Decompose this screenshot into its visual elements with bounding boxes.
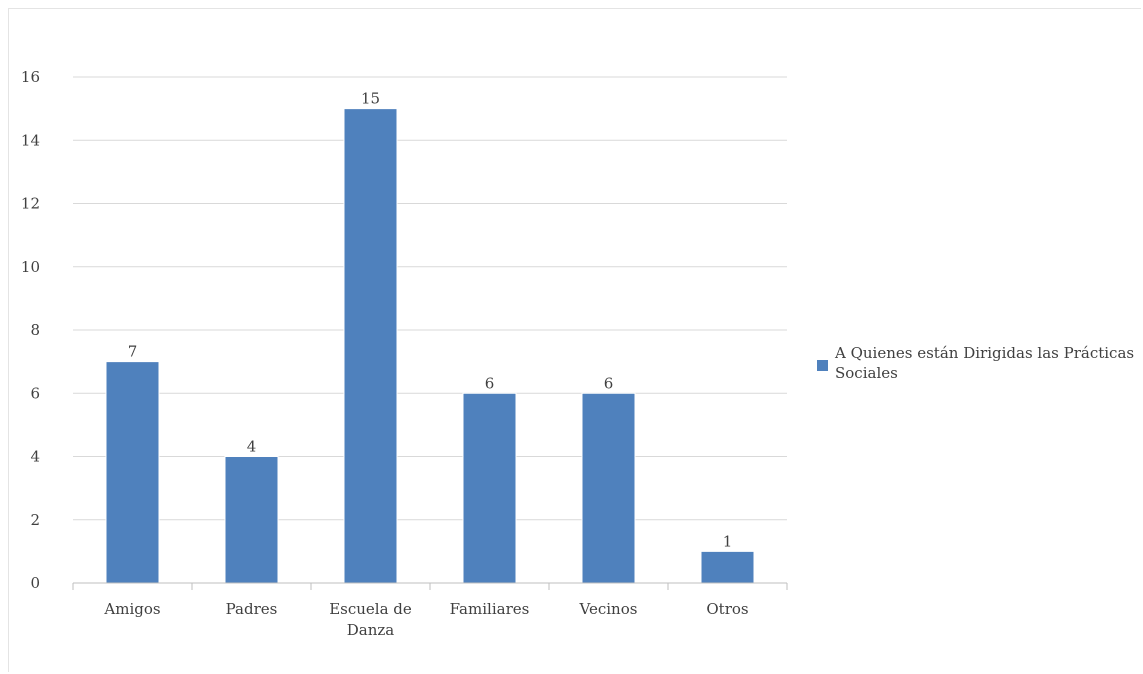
x-category-label: Escuela de Danza: [329, 600, 412, 639]
bar: [462, 392, 517, 584]
y-tick-label: 10: [21, 258, 40, 276]
data-label: 6: [485, 374, 495, 392]
y-axis-ticks: 0 2 4 6 8 10 12 14 16: [21, 68, 40, 592]
x-category-label: Familiares: [450, 600, 530, 618]
legend-label: A Quienes están Dirigidas las Prácticas …: [835, 344, 1135, 382]
data-label: 1: [723, 532, 733, 550]
chart-frame: [8, 8, 1141, 672]
bar: [105, 361, 160, 584]
bar: [700, 550, 755, 584]
y-tick-label: 2: [30, 511, 40, 529]
legend: A Quienes están Dirigidas las Prácticas …: [817, 343, 1137, 383]
y-tick-label: 8: [30, 321, 40, 339]
x-category-label: Amigos: [103, 600, 160, 618]
gridlines: [73, 76, 787, 521]
bars: [105, 108, 755, 584]
data-label: 7: [128, 343, 138, 361]
bar: [581, 392, 636, 584]
data-label: 4: [247, 438, 257, 456]
x-category-label: Padres: [226, 600, 278, 618]
y-tick-label: 14: [21, 131, 40, 149]
legend-swatch: [817, 360, 828, 371]
x-axis: Amigos Padres Escuela de Danza Familiares Vec…: [72, 582, 788, 639]
y-tick-label: 0: [30, 574, 40, 592]
bar: [343, 108, 398, 584]
bar: [224, 456, 279, 584]
y-tick-label: 16: [21, 68, 40, 86]
x-category-label: Vecinos: [579, 600, 638, 618]
data-label: 6: [604, 374, 614, 392]
data-label: 15: [361, 90, 380, 108]
data-labels: 7 4 15 6 6 1: [128, 90, 733, 551]
x-category-label: Otros: [706, 600, 748, 618]
y-tick-label: 6: [30, 384, 40, 402]
y-tick-label: 4: [30, 448, 40, 466]
y-tick-label: 12: [21, 195, 40, 213]
